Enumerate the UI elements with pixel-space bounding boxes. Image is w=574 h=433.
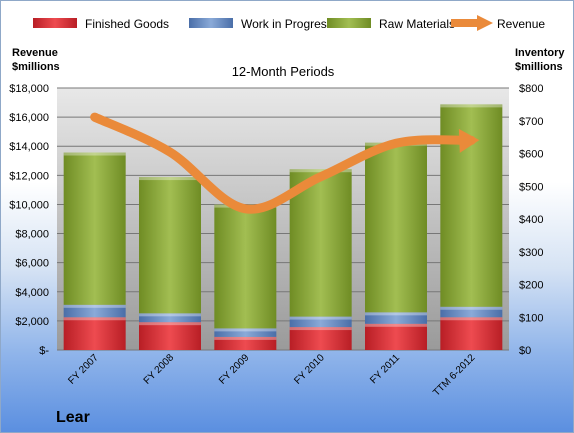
right-tick-label: $100 — [519, 312, 543, 324]
legend-arrow-revenue — [477, 15, 493, 31]
right-tick-label: $600 — [519, 149, 543, 161]
x-tick-label: TTM 6-2012 — [431, 352, 478, 399]
legend-label-finished-goods: Finished Goods — [85, 17, 169, 31]
bar-work-in-progress-highlight — [214, 328, 277, 332]
bar-raw-materials — [214, 204, 277, 329]
right-tick-label: $800 — [519, 83, 543, 95]
legend-item-raw-materials: Raw Materials — [327, 17, 455, 31]
left-tick-label: $- — [39, 345, 49, 357]
company-name: Lear — [56, 409, 90, 426]
x-axis-ticks: FY 2007 FY 2008 FY 2009 FY 2010 FY 2011 TTM 6… — [66, 352, 477, 399]
revenue-line-path — [90, 112, 476, 214]
left-tick-label: $10,000 — [9, 199, 49, 211]
legend-swatch-raw-materials — [327, 18, 371, 28]
left-axis-title-line1: Revenue — [12, 47, 58, 59]
bar-work-in-progress — [63, 304, 126, 318]
x-tick-label: FY 2010 — [292, 352, 327, 387]
right-tick-label: $200 — [519, 280, 543, 292]
legend-label-raw-materials: Raw Materials — [379, 17, 455, 31]
bar-work-in-progress — [289, 316, 352, 328]
left-tick-label: $18,000 — [9, 83, 49, 95]
left-tick-label: $4,000 — [15, 287, 49, 299]
bar-work-in-progress — [365, 312, 427, 324]
legend: Finished Goods Work in Progress Raw Mate… — [33, 15, 545, 31]
right-axis-title-line1: Inventory — [515, 47, 565, 59]
left-tick-label: $16,000 — [9, 112, 49, 124]
left-tick-label: $12,000 — [9, 170, 49, 182]
x-tick-label: FY 2008 — [142, 352, 177, 387]
bar-work-in-progress-highlight — [139, 313, 201, 317]
legend-swatch-work-in-progress — [189, 18, 233, 28]
bar-raw-materials-highlight — [63, 152, 126, 156]
bar-work-in-progress-highlight — [440, 306, 503, 310]
left-tick-label: $2,000 — [15, 316, 49, 328]
bars — [63, 104, 503, 350]
legend-label-work-in-progress: Work in Progress — [241, 17, 333, 31]
bar-finished-goods-highlight — [440, 317, 503, 321]
bar-work-in-progress-highlight — [289, 316, 352, 320]
right-tick-label: $0 — [519, 345, 531, 357]
bar-work-in-progress — [214, 328, 277, 337]
bar-finished-goods-highlight — [139, 322, 201, 326]
bar-finished-goods — [365, 323, 427, 350]
bar-finished-goods-highlight — [63, 317, 126, 321]
x-tick-label: FY 2009 — [217, 352, 252, 387]
bar-raw-materials-highlight — [289, 169, 352, 173]
bar-finished-goods — [289, 327, 352, 350]
bar-raw-materials — [365, 142, 427, 313]
left-tick-label: $8,000 — [15, 229, 49, 241]
bar-raw-materials — [139, 177, 201, 314]
bar-finished-goods-highlight — [289, 327, 352, 331]
right-tick-label: $300 — [519, 247, 543, 259]
bar-finished-goods — [440, 317, 503, 350]
bar-work-in-progress — [440, 306, 503, 318]
x-tick-label: FY 2011 — [368, 352, 402, 386]
bar-work-in-progress — [139, 313, 201, 323]
revenue-line — [90, 112, 480, 214]
left-axis-title-line2: $millions — [12, 61, 60, 73]
bar-raw-materials-highlight — [440, 104, 503, 108]
bar-raw-materials — [63, 152, 126, 305]
gridlines — [57, 87, 509, 351]
right-axis-ticks: $0 $100 $200 $300 $400 $500 $600 $700 $800 — [519, 83, 543, 357]
legend-item-revenue: Revenue — [451, 15, 545, 31]
left-axis-ticks: $- $2,000 $4,000 $6,000 $8,000 $10,000 $12,000… — [9, 83, 49, 357]
bar-finished-goods-highlight — [214, 336, 277, 340]
bar-finished-goods — [139, 322, 201, 350]
bar-work-in-progress-highlight — [63, 304, 126, 308]
bar-raw-materials — [440, 104, 503, 307]
left-tick-label: $6,000 — [15, 258, 49, 270]
right-tick-label: $500 — [519, 181, 543, 193]
bar-finished-goods — [214, 336, 277, 350]
legend-item-work-in-progress: Work in Progress — [189, 17, 333, 31]
bar-raw-materials — [289, 169, 352, 317]
x-tick-label: FY 2007 — [66, 352, 101, 387]
right-axis-title-line2: $millions — [515, 61, 563, 73]
legend-label-revenue: Revenue — [497, 17, 545, 31]
left-tick-label: $14,000 — [9, 141, 49, 153]
bar-raw-materials-highlight — [139, 177, 201, 181]
bar-finished-goods-highlight — [365, 323, 427, 327]
bar-finished-goods — [63, 317, 126, 350]
revenue-arrowhead — [458, 128, 480, 153]
right-tick-label: $700 — [519, 116, 543, 128]
bar-work-in-progress-highlight — [365, 312, 427, 316]
legend-item-finished-goods: Finished Goods — [33, 17, 169, 31]
right-tick-label: $400 — [519, 214, 543, 226]
legend-swatch-finished-goods — [33, 18, 77, 28]
chart-title: 12-Month Periods — [232, 64, 335, 79]
